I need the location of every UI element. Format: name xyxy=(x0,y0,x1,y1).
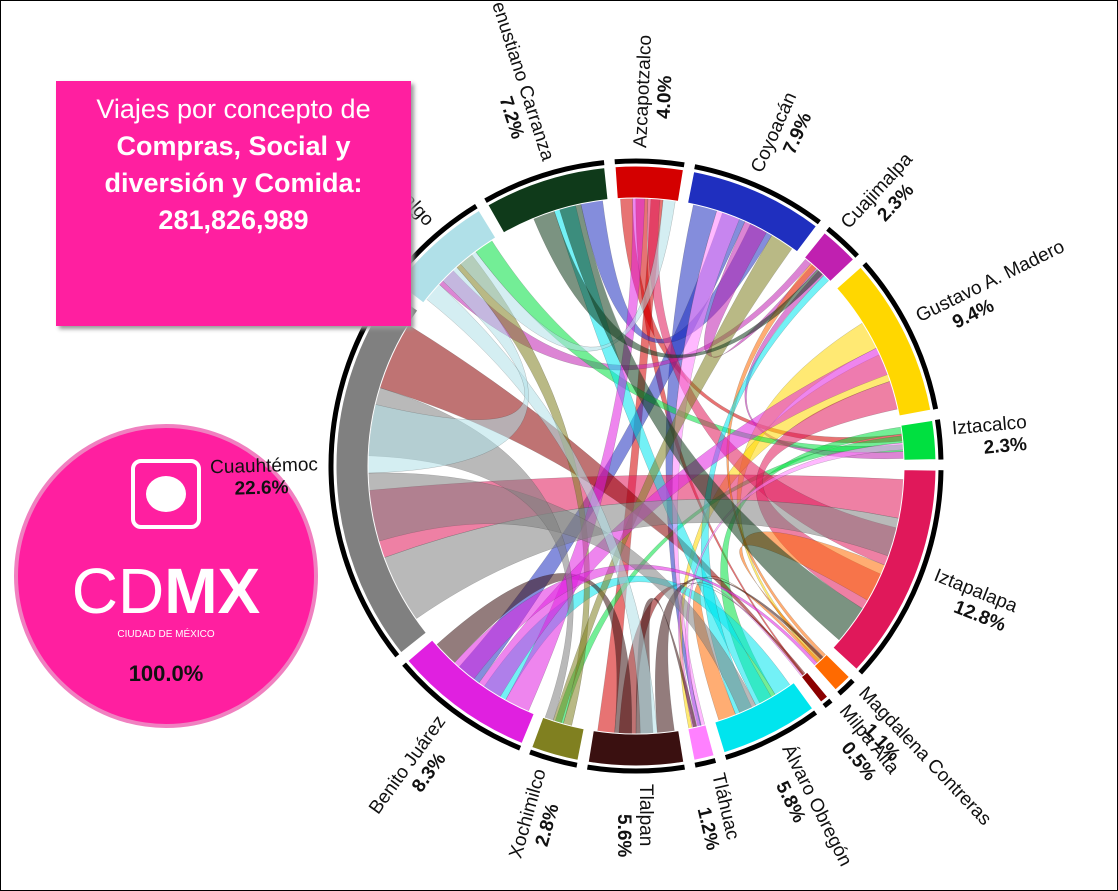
segment-rim xyxy=(529,749,578,768)
chord xyxy=(367,387,574,722)
segment xyxy=(800,671,829,703)
segment-name: Tlalpan xyxy=(635,784,656,846)
segment xyxy=(531,716,585,761)
chord xyxy=(367,472,757,714)
segment-value: 22.6% xyxy=(234,477,289,499)
segment xyxy=(614,165,684,202)
segment-name: Cuauhtémoc xyxy=(210,454,318,478)
logo-text: CDMX xyxy=(72,555,261,627)
segment-rim xyxy=(934,419,944,460)
segment xyxy=(687,724,715,761)
segment-rim xyxy=(837,678,855,696)
logo-bold: MX xyxy=(164,555,260,627)
total-share: 100.0% xyxy=(129,661,204,686)
segment xyxy=(397,209,497,304)
logo-emblem xyxy=(146,476,186,512)
logo-caption: CIUDAD DE MÉXICO xyxy=(117,627,214,640)
segment xyxy=(487,167,609,234)
segment-rim xyxy=(694,758,717,768)
logo-badge xyxy=(14,424,318,728)
segment xyxy=(686,171,818,253)
segment-rim xyxy=(694,164,821,225)
segment-value: 5.6% xyxy=(613,814,634,857)
segment xyxy=(714,681,814,754)
segment-value: 4.0% xyxy=(653,75,676,119)
segment xyxy=(832,469,937,671)
segment-rim xyxy=(822,698,833,709)
segment xyxy=(587,730,685,767)
segment xyxy=(835,266,932,417)
segment-rim xyxy=(587,764,685,774)
logo-light: CD xyxy=(72,555,164,627)
chords xyxy=(367,197,905,735)
segment-rim xyxy=(862,262,939,410)
segment-rim xyxy=(484,160,605,203)
segment xyxy=(803,232,855,283)
segment xyxy=(407,639,535,745)
segment xyxy=(813,653,851,691)
segment-rim xyxy=(724,710,818,760)
segment-rim xyxy=(328,287,400,658)
logo-icon xyxy=(131,459,201,529)
segment-rim xyxy=(402,662,522,751)
segment-value: 2.3% xyxy=(983,434,1028,459)
segment-rim xyxy=(826,226,859,258)
title-box: Viajes por concepto de Compras, Social y… xyxy=(56,81,411,326)
segment-name: Azcapotzalco xyxy=(630,35,656,149)
subtitle: Compras, Social y diversión y Comida: xyxy=(104,131,363,198)
segment xyxy=(900,419,937,461)
total: 281,826,989 xyxy=(158,205,309,235)
title: Viajes por concepto de xyxy=(96,94,371,124)
segment-name: Venustiano Carranza xyxy=(484,1,558,164)
segment-rim xyxy=(614,158,685,168)
segment-rim xyxy=(858,470,944,675)
